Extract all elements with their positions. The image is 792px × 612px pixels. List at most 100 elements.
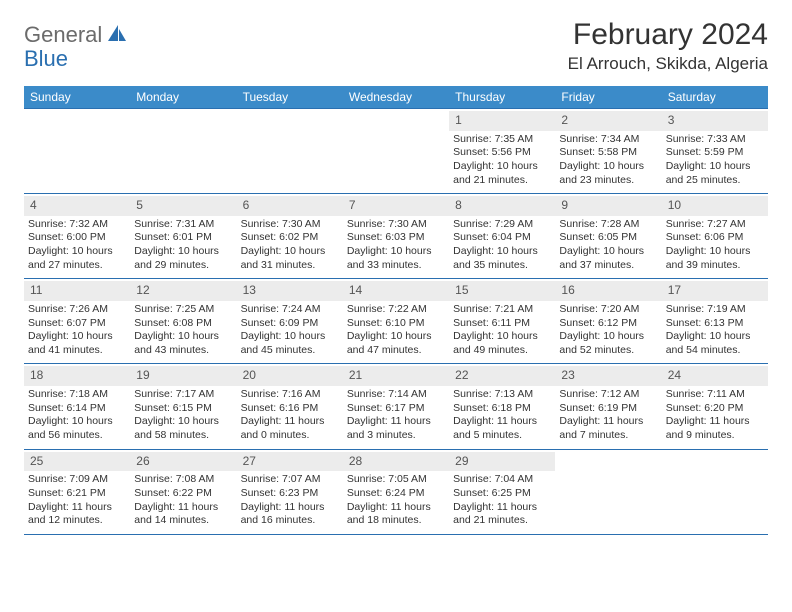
day2-text: and 56 minutes. — [28, 429, 126, 443]
sunset-text: Sunset: 6:16 PM — [241, 402, 339, 416]
sunset-text: Sunset: 5:56 PM — [453, 146, 551, 160]
day-number: 4 — [24, 196, 130, 216]
weekday-header-cell: Tuesday — [237, 86, 343, 108]
day1-text: Daylight: 10 hours — [28, 415, 126, 429]
day2-text: and 23 minutes. — [559, 174, 657, 188]
sunrise-text: Sunrise: 7:21 AM — [453, 303, 551, 317]
day2-text: and 43 minutes. — [134, 344, 232, 358]
weekday-header-cell: Monday — [130, 86, 236, 108]
sunset-text: Sunset: 6:15 PM — [134, 402, 232, 416]
weeks-container: 1Sunrise: 7:35 AMSunset: 5:56 PMDaylight… — [24, 108, 768, 535]
sunrise-text: Sunrise: 7:04 AM — [453, 473, 551, 487]
day-number: 26 — [130, 452, 236, 472]
day1-text: Daylight: 11 hours — [28, 501, 126, 515]
day2-text: and 12 minutes. — [28, 514, 126, 528]
sunrise-text: Sunrise: 7:18 AM — [28, 388, 126, 402]
day-number: 24 — [662, 366, 768, 386]
day1-text: Daylight: 11 hours — [241, 501, 339, 515]
day-cell: 29Sunrise: 7:04 AMSunset: 6:25 PMDayligh… — [449, 450, 555, 534]
day-cell: 21Sunrise: 7:14 AMSunset: 6:17 PMDayligh… — [343, 364, 449, 448]
weekday-header-cell: Friday — [555, 86, 661, 108]
day-cell — [24, 109, 130, 193]
day2-text: and 58 minutes. — [134, 429, 232, 443]
logo: General — [24, 22, 130, 48]
week-row: 25Sunrise: 7:09 AMSunset: 6:21 PMDayligh… — [24, 449, 768, 535]
sunrise-text: Sunrise: 7:12 AM — [559, 388, 657, 402]
day2-text: and 27 minutes. — [28, 259, 126, 273]
sunset-text: Sunset: 6:17 PM — [347, 402, 445, 416]
sunrise-text: Sunrise: 7:30 AM — [241, 218, 339, 232]
sunset-text: Sunset: 6:00 PM — [28, 231, 126, 245]
sunset-text: Sunset: 6:19 PM — [559, 402, 657, 416]
day-cell — [662, 450, 768, 534]
sunset-text: Sunset: 6:06 PM — [666, 231, 764, 245]
day-number: 27 — [237, 452, 343, 472]
day-number: 3 — [662, 111, 768, 131]
day-number: 22 — [449, 366, 555, 386]
day-number: 10 — [662, 196, 768, 216]
day1-text: Daylight: 10 hours — [134, 415, 232, 429]
day-cell: 26Sunrise: 7:08 AMSunset: 6:22 PMDayligh… — [130, 450, 236, 534]
day-number: 21 — [343, 366, 449, 386]
day-cell: 5Sunrise: 7:31 AMSunset: 6:01 PMDaylight… — [130, 194, 236, 278]
weekday-header-cell: Wednesday — [343, 86, 449, 108]
sunrise-text: Sunrise: 7:29 AM — [453, 218, 551, 232]
sunrise-text: Sunrise: 7:07 AM — [241, 473, 339, 487]
day1-text: Daylight: 10 hours — [453, 245, 551, 259]
sunrise-text: Sunrise: 7:26 AM — [28, 303, 126, 317]
day2-text: and 18 minutes. — [347, 514, 445, 528]
sunset-text: Sunset: 6:11 PM — [453, 317, 551, 331]
sunset-text: Sunset: 6:12 PM — [559, 317, 657, 331]
day-cell: 16Sunrise: 7:20 AMSunset: 6:12 PMDayligh… — [555, 279, 661, 363]
day-cell: 25Sunrise: 7:09 AMSunset: 6:21 PMDayligh… — [24, 450, 130, 534]
day2-text: and 9 minutes. — [666, 429, 764, 443]
sunrise-text: Sunrise: 7:31 AM — [134, 218, 232, 232]
day2-text: and 7 minutes. — [559, 429, 657, 443]
sunrise-text: Sunrise: 7:28 AM — [559, 218, 657, 232]
day-cell: 24Sunrise: 7:11 AMSunset: 6:20 PMDayligh… — [662, 364, 768, 448]
day2-text: and 39 minutes. — [666, 259, 764, 273]
day-cell: 14Sunrise: 7:22 AMSunset: 6:10 PMDayligh… — [343, 279, 449, 363]
day-number: 29 — [449, 452, 555, 472]
day-cell: 28Sunrise: 7:05 AMSunset: 6:24 PMDayligh… — [343, 450, 449, 534]
logo-text-blue: Blue — [24, 46, 68, 71]
weekday-header-cell: Thursday — [449, 86, 555, 108]
sunset-text: Sunset: 6:18 PM — [453, 402, 551, 416]
day-number: 2 — [555, 111, 661, 131]
sunrise-text: Sunrise: 7:13 AM — [453, 388, 551, 402]
sunset-text: Sunset: 6:02 PM — [241, 231, 339, 245]
day-cell: 6Sunrise: 7:30 AMSunset: 6:02 PMDaylight… — [237, 194, 343, 278]
sunset-text: Sunset: 6:01 PM — [134, 231, 232, 245]
day-number: 5 — [130, 196, 236, 216]
day2-text: and 47 minutes. — [347, 344, 445, 358]
calendar-grid: SundayMondayTuesdayWednesdayThursdayFrid… — [24, 86, 768, 535]
day-cell: 4Sunrise: 7:32 AMSunset: 6:00 PMDaylight… — [24, 194, 130, 278]
week-row: 11Sunrise: 7:26 AMSunset: 6:07 PMDayligh… — [24, 278, 768, 363]
day2-text: and 5 minutes. — [453, 429, 551, 443]
sunset-text: Sunset: 6:03 PM — [347, 231, 445, 245]
week-row: 1Sunrise: 7:35 AMSunset: 5:56 PMDaylight… — [24, 108, 768, 193]
day-number: 28 — [343, 452, 449, 472]
day2-text: and 37 minutes. — [559, 259, 657, 273]
day1-text: Daylight: 10 hours — [666, 330, 764, 344]
day-cell: 19Sunrise: 7:17 AMSunset: 6:15 PMDayligh… — [130, 364, 236, 448]
day1-text: Daylight: 11 hours — [559, 415, 657, 429]
sunrise-text: Sunrise: 7:25 AM — [134, 303, 232, 317]
sunrise-text: Sunrise: 7:08 AM — [134, 473, 232, 487]
sunrise-text: Sunrise: 7:32 AM — [28, 218, 126, 232]
day-cell: 1Sunrise: 7:35 AMSunset: 5:56 PMDaylight… — [449, 109, 555, 193]
sunrise-text: Sunrise: 7:16 AM — [241, 388, 339, 402]
sunset-text: Sunset: 5:58 PM — [559, 146, 657, 160]
day1-text: Daylight: 10 hours — [241, 330, 339, 344]
day-cell: 17Sunrise: 7:19 AMSunset: 6:13 PMDayligh… — [662, 279, 768, 363]
weekday-header-cell: Sunday — [24, 86, 130, 108]
title-block: February 2024 El Arrouch, Skikda, Algeri… — [568, 18, 768, 74]
day-cell: 15Sunrise: 7:21 AMSunset: 6:11 PMDayligh… — [449, 279, 555, 363]
day2-text: and 54 minutes. — [666, 344, 764, 358]
day-number: 14 — [343, 281, 449, 301]
weekday-header-row: SundayMondayTuesdayWednesdayThursdayFrid… — [24, 86, 768, 108]
day1-text: Daylight: 10 hours — [453, 160, 551, 174]
logo-sub: Blue — [24, 46, 68, 72]
day-cell: 10Sunrise: 7:27 AMSunset: 6:06 PMDayligh… — [662, 194, 768, 278]
day-number: 8 — [449, 196, 555, 216]
